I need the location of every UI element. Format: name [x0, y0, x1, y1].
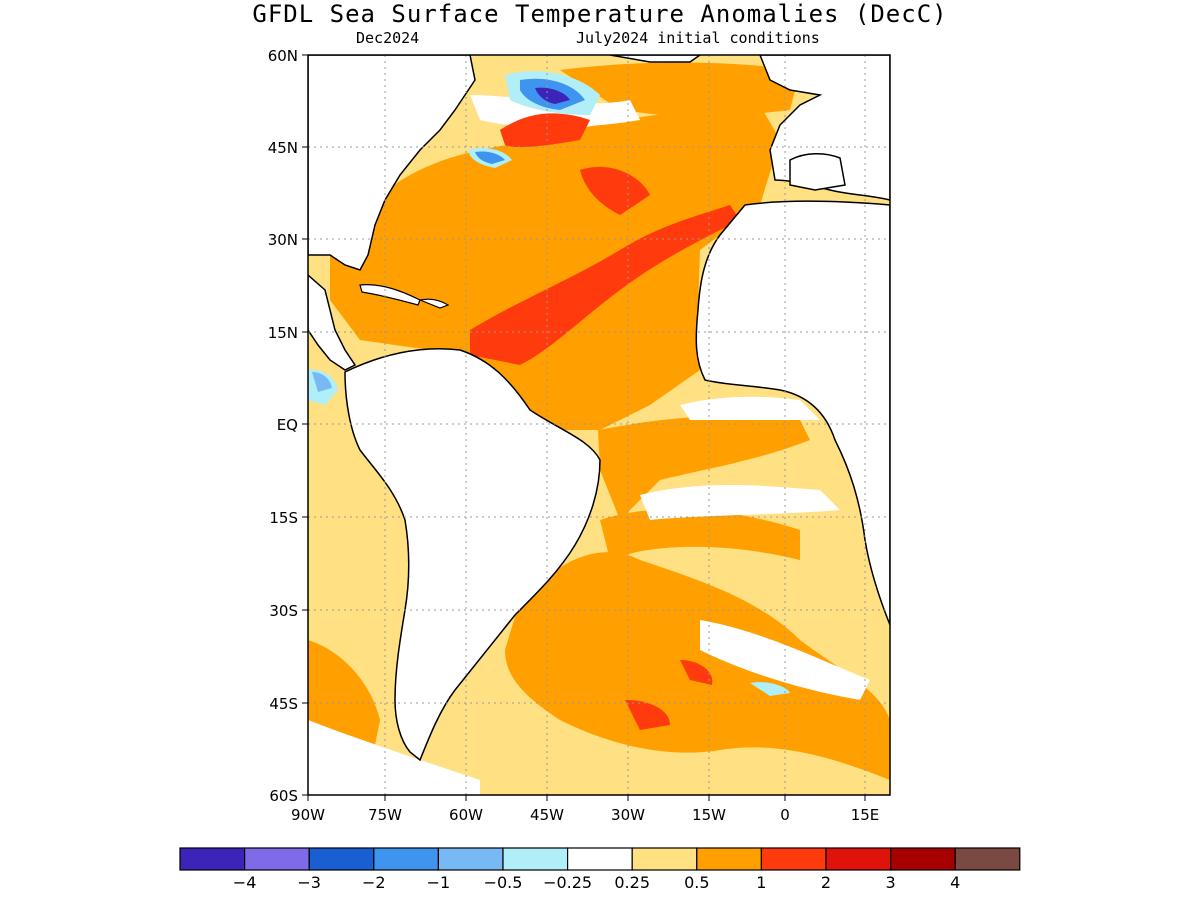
map-title: GFDL Sea Surface Temperature Anomalies (… — [252, 0, 948, 28]
lon-tick-label: 90W — [291, 806, 325, 824]
hot-anomaly-south — [625, 700, 670, 730]
colorbar-label: −4 — [233, 873, 257, 892]
lat-tick-label: 30S — [269, 602, 298, 620]
colorbar-label: 2 — [821, 873, 831, 892]
graticule — [308, 55, 890, 795]
colorbar-label: −3 — [297, 873, 321, 892]
colorbar-label: −0.25 — [543, 873, 592, 892]
neutral-patch-south-central — [700, 620, 870, 700]
hot-anomaly-gulf-stream — [500, 113, 590, 148]
colorbar-swatch — [437, 847, 504, 871]
colorbar-swatch — [244, 847, 310, 871]
lon-tick-label: 15E — [851, 806, 880, 824]
colorbar-swatch — [889, 847, 956, 871]
iberia-land — [789, 153, 846, 191]
warm-anomaly-tropical-tongue — [598, 415, 810, 520]
lat-tick-label: 60S — [269, 787, 298, 805]
colorbar-label: −0.5 — [484, 873, 523, 892]
lat-tick-label: EQ — [277, 416, 298, 434]
hot-anomaly-subtropical-band — [470, 205, 740, 365]
lat-tick-label: 15N — [268, 324, 298, 342]
warm-anomaly-south-tropical-band — [600, 509, 800, 560]
colorbar-swatch — [373, 847, 439, 871]
lon-tick-label: 45W — [530, 806, 564, 824]
colorbar-label: −1 — [427, 873, 451, 892]
cold-anomaly-newfoundland — [475, 151, 505, 164]
cool-anomaly-south — [750, 682, 790, 696]
lat-tick-label: 45N — [268, 139, 298, 157]
colorbar-swatch — [696, 847, 762, 871]
colorbar-label: 3 — [886, 873, 896, 892]
colorbar-label: −2 — [362, 873, 386, 892]
coldest-anomaly-labrador — [535, 87, 570, 104]
anomaly-field — [308, 55, 890, 795]
colorbar — [179, 847, 1021, 871]
hot-anomaly-southeast — [680, 660, 713, 685]
colorbar-label: 0.25 — [614, 873, 650, 892]
lat-tick-label: 30N — [268, 231, 298, 249]
colorbar-label: 0.5 — [684, 873, 709, 892]
colorbar-swatch — [179, 847, 246, 871]
colorbar-swatch — [566, 847, 633, 871]
colorbar-swatch — [825, 847, 892, 871]
plot-frame — [307, 54, 891, 796]
colorbar-swatch — [308, 847, 375, 871]
antilles-land — [417, 298, 450, 309]
colorbar-labels: −4 −3 −2 −1 −0.5 −0.25 0.25 0.5 1 2 3 4 — [233, 873, 960, 892]
colorbar-swatch — [631, 847, 698, 871]
tick-marks — [302, 54, 866, 801]
neutral-patch-equatorial — [680, 396, 820, 420]
cold-anomaly-east-pacific — [312, 372, 332, 392]
colorbar-swatch — [502, 847, 569, 871]
lon-tick-label: 30W — [611, 806, 645, 824]
lat-tick-label: 60N — [268, 47, 298, 65]
lon-tick-label: 60W — [449, 806, 483, 824]
colorbar-label: 4 — [950, 873, 960, 892]
lat-tick-label: 15S — [269, 509, 298, 527]
greenland-land — [609, 55, 702, 63]
cuba-land — [359, 284, 421, 306]
south-america-land — [344, 347, 601, 762]
colorbar-swatch — [760, 847, 827, 871]
central-america-land — [308, 273, 357, 371]
colorbar-swatch — [954, 847, 1021, 871]
colorbar-label: 1 — [756, 873, 766, 892]
lat-tick-label: 45S — [269, 695, 298, 713]
neutral-patch-far-south — [308, 720, 480, 795]
lon-tick-label: 75W — [368, 806, 402, 824]
lat-tick-labels: 60N 45N 30N 15N EQ 15S 30S 45S 60S — [268, 47, 298, 805]
forecast-month-label: Dec2024 — [356, 29, 420, 47]
lon-tick-label: 15W — [692, 806, 726, 824]
initial-conditions-label: July2024 initial conditions — [576, 29, 820, 47]
hot-anomaly-mid-north — [580, 166, 650, 215]
neutral-patch-south — [640, 485, 840, 520]
lon-tick-label: 0 — [780, 806, 790, 824]
lon-tick-labels: 90W 75W 60W 45W 30W 15W 0 15E — [291, 806, 879, 824]
